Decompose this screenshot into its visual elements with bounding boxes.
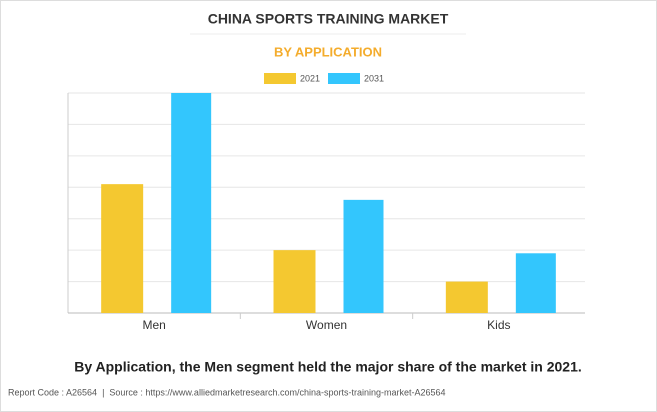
x-tick-label: Women: [306, 318, 347, 332]
legend-swatch: [328, 73, 360, 84]
x-tick-label: Men: [142, 318, 165, 332]
chart-subtitle: BY APPLICATION: [274, 44, 382, 59]
footer: Report Code : A26564 | Source : https://…: [8, 387, 446, 397]
bar: [343, 199, 384, 313]
legend-label: 2021: [300, 73, 320, 83]
bar: [273, 250, 316, 313]
bar: [171, 93, 212, 313]
bar: [445, 281, 488, 313]
x-tick-label: Kids: [487, 318, 510, 332]
bar: [515, 253, 556, 313]
chart-title: CHINA SPORTS TRAINING MARKET: [208, 11, 449, 27]
legend-label: 2031: [364, 73, 384, 83]
legend-swatch: [264, 73, 296, 84]
bar: [101, 184, 144, 313]
caption: By Application, the Men segment held the…: [74, 359, 582, 375]
